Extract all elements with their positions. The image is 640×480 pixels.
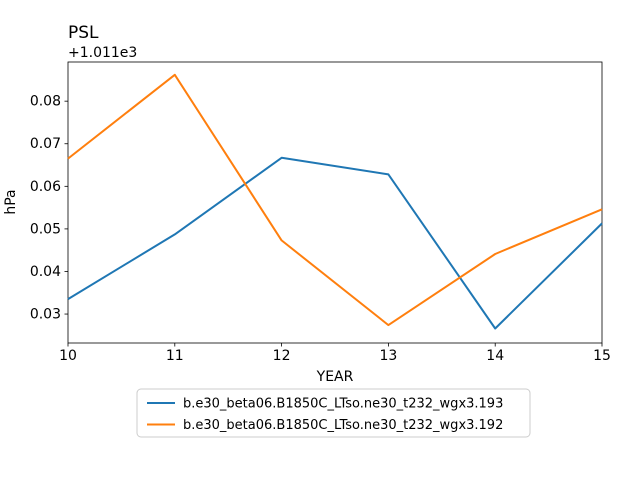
y-axis-offset-label: +1.011e3 — [68, 45, 137, 61]
x-tick-label: 12 — [273, 348, 291, 364]
y-tick-label: 0.04 — [30, 264, 61, 280]
x-tick-label: 11 — [166, 348, 184, 364]
x-tick-label: 10 — [59, 348, 77, 364]
series-line — [67, 156, 603, 330]
y-axis-label: hPa — [3, 189, 19, 214]
x-tick-label: 14 — [486, 348, 504, 364]
y-tick-label: 0.06 — [30, 179, 61, 195]
x-tick-label: 13 — [379, 348, 397, 364]
legend-box — [136, 388, 531, 438]
y-tick-label: 0.03 — [30, 307, 61, 323]
x-axis-label: YEAR — [316, 369, 354, 385]
legend: b.e30_beta06.B1850C_LTso.ne30_t232_wgx3.… — [136, 388, 531, 438]
chart-title: PSL — [68, 23, 99, 43]
x-tick-label: 15 — [593, 348, 611, 364]
axes-spines — [67, 61, 603, 344]
plot-area: 10 11 12 13 14 15 0.03 0.04 0.05 0.06 0.07 0.08 — [30, 61, 611, 364]
y-tick-label: 0.05 — [30, 221, 61, 237]
legend-entry-label: b.e30_beta06.B1850C_LTso.ne30_t232_wgx3.… — [183, 397, 503, 412]
legend-entry-label: b.e30_beta06.B1850C_LTso.ne30_t232_wgx3.… — [183, 418, 503, 433]
series-line — [67, 73, 603, 327]
y-tick-label: 0.08 — [30, 94, 61, 110]
y-tick-label: 0.07 — [30, 136, 61, 152]
